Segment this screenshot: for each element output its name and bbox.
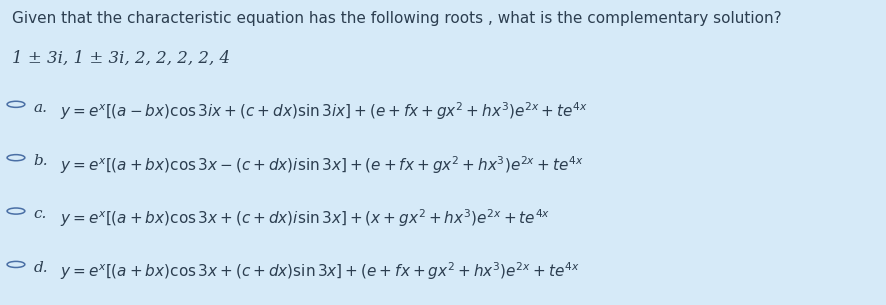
Text: 1 ± 3i, 1 ± 3i, 2, 2, 2, 2, 4: 1 ± 3i, 1 ± 3i, 2, 2, 2, 2, 4 xyxy=(12,50,229,67)
Text: $y = e^{x}[(a + bx)\cos3x + (c + dx)i\sin3x] + (x + gx^2 + hx^3)e^{2x} + te^{4x}: $y = e^{x}[(a + bx)\cos3x + (c + dx)i\si… xyxy=(60,207,550,229)
Text: d.: d. xyxy=(34,261,48,275)
Text: a.: a. xyxy=(34,101,48,115)
Text: b.: b. xyxy=(34,154,48,168)
Text: $y = e^{x}[(a + bx)\cos3x - (c + dx)i\sin3x] + (e + fx + gx^2 + hx^3)e^{2x} + te: $y = e^{x}[(a + bx)\cos3x - (c + dx)i\si… xyxy=(60,154,583,176)
Text: $y = e^{x}[(a + bx)\cos3x + (c + dx)\sin3x] + (e + fx + gx^2 + hx^3)e^{2x} + te^: $y = e^{x}[(a + bx)\cos3x + (c + dx)\sin… xyxy=(60,261,579,282)
Text: Given that the characteristic equation has the following roots , what is the com: Given that the characteristic equation h… xyxy=(12,11,781,26)
Text: $y = e^{x}[(a - bx)\cos3ix + (c + dx)\sin3ix] + (e + fx + gx^2 + hx^3)e^{2x} + t: $y = e^{x}[(a - bx)\cos3ix + (c + dx)\si… xyxy=(60,101,587,122)
Text: c.: c. xyxy=(34,207,47,221)
